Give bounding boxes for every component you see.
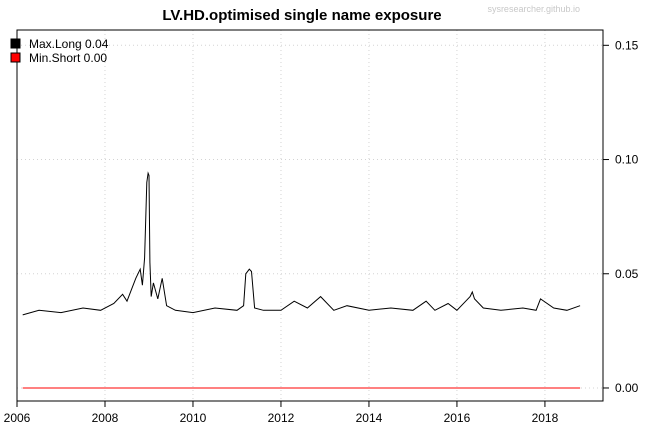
x-axis: 2006 2008 2010 2012 2014 2016 2018 xyxy=(4,401,559,425)
plot-frame xyxy=(16,29,604,402)
x-tick-label: 2006 xyxy=(4,411,31,425)
watermark: sysresearcher.github.io xyxy=(487,4,580,14)
y-axis: 0.00 0.05 0.10 0.15 xyxy=(603,38,639,395)
series-layer xyxy=(22,171,581,389)
x-tick-label: 2008 xyxy=(92,411,119,425)
series-line-max-long xyxy=(22,171,581,316)
y-tick-label: 0.10 xyxy=(615,153,639,167)
legend-label-min-short: Min.Short 0.00 xyxy=(29,51,107,65)
chart-title: LV.HD.optimised single name exposure xyxy=(162,7,441,24)
x-tick-label: 2014 xyxy=(356,411,383,425)
x-tick-label: 2010 xyxy=(180,411,207,425)
x-tick-label: 2018 xyxy=(532,411,559,425)
x-tick-label: 2016 xyxy=(444,411,471,425)
legend-swatch-max-long xyxy=(10,38,21,49)
x-tick-label: 2012 xyxy=(268,411,295,425)
legend-swatch-min-short xyxy=(10,52,21,63)
legend: Max.Long 0.04 Min.Short 0.00 xyxy=(10,37,109,65)
y-tick-label: 0.15 xyxy=(615,38,639,52)
y-tick-label: 0.05 xyxy=(615,267,639,281)
y-tick-label: 0.00 xyxy=(615,381,639,395)
grid xyxy=(16,30,603,401)
legend-label-max-long: Max.Long 0.04 xyxy=(29,37,109,51)
